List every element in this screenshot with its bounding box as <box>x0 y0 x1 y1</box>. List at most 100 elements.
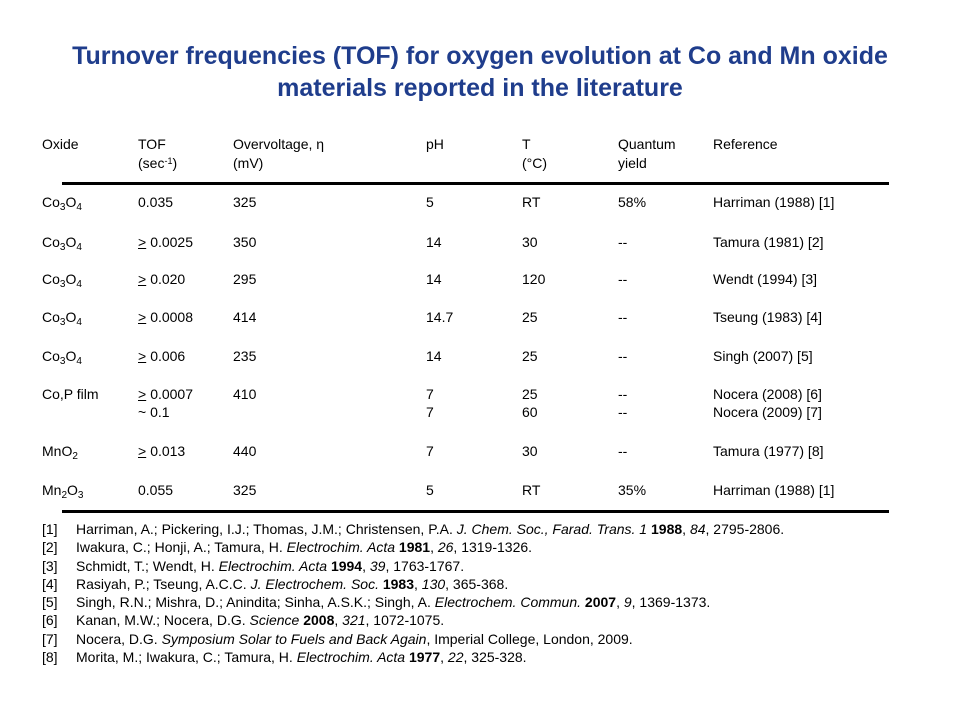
cell-tof: 0.035 <box>138 194 174 210</box>
cell-ref: Wendt (1994) [3] <box>713 271 818 287</box>
cell-ref: Singh (2007) [5] <box>713 348 813 364</box>
header-temperature-unit: (°C) <box>522 155 548 171</box>
ge-sign: > <box>138 386 147 402</box>
reference-item: [5] Singh, R.N.; Mishra, D.; Anindita; Si… <box>42 593 922 611</box>
table-bottom-rule <box>62 510 889 513</box>
header-tof-unit: (sec-1) <box>138 155 178 171</box>
reference-item: [4] Rasiyah, P.; Tseung, A.C.C. J. Electr… <box>42 575 922 593</box>
header-oxide: Oxide <box>42 136 79 152</box>
reference-text: Harriman, A.; Pickering, I.J.; Thomas, J… <box>76 521 785 537</box>
cell-qy: -- <box>618 348 628 364</box>
cell-ph: 5 <box>426 482 434 498</box>
cell-t: RT <box>522 194 541 210</box>
reference-number: [1] <box>42 521 58 537</box>
cell-tof: 0.055 <box>138 482 174 498</box>
cell-oxide: Co3O4 <box>42 234 82 253</box>
ge-sign: > <box>138 348 147 364</box>
cell-over: 414 <box>233 309 257 325</box>
cell-t: RT <box>522 482 541 498</box>
header-ph: pH <box>426 136 444 152</box>
cell-over: 295 <box>233 271 257 287</box>
table-top-rule <box>62 182 889 185</box>
reference-text: Iwakura, C.; Honji, A.; Tamura, H. Elect… <box>76 539 533 556</box>
reference-item: [8] Morita, M.; Iwakura, C.; Tamura, H. E… <box>42 648 922 666</box>
cell-t: 25 <box>522 348 538 364</box>
cell-t: 25 <box>522 309 538 325</box>
header-reference: Reference <box>713 136 778 152</box>
reference-number: [4] <box>42 575 58 592</box>
cell-ph: 14 <box>426 348 442 364</box>
cell-ref: Nocera (2008) [6] <box>713 386 822 402</box>
cell-oxide: Mn2O3 <box>42 482 84 501</box>
cell-qy: -- <box>618 234 628 250</box>
cell-oxide: Co,P film <box>42 386 99 402</box>
reference-item: [7] Nocera, D.G. Symposium Solar to Fuels… <box>42 630 922 648</box>
cell-ph: 5 <box>426 194 434 210</box>
reference-item: [3] Schmidt, T.; Wendt, H. Electrochim. A… <box>42 557 922 575</box>
cell-ref: Nocera (2009) [7] <box>713 404 822 420</box>
header-quantum-yield: Quantum <box>618 136 676 152</box>
header-overvoltage-unit: (mV) <box>233 155 264 171</box>
cell-over: 325 <box>233 482 257 498</box>
cell-oxide: Co3O4 <box>42 309 82 328</box>
reference-text: Schmidt, T.; Wendt, H. Electrochim. Acta… <box>76 557 465 574</box>
cell-ref: Harriman (1988) [1] <box>713 482 835 498</box>
cell-t: 60 <box>522 404 538 420</box>
title-line-1: Turnover frequencies (TOF) for oxygen ev… <box>72 42 888 70</box>
reference-item: [2] Iwakura, C.; Honji, A.; Tamura, H. El… <box>42 538 922 556</box>
cell-tof: >0.006 <box>138 348 186 364</box>
cell-ph: 7 <box>426 386 434 402</box>
cell-t: 30 <box>522 234 538 250</box>
ge-sign: > <box>138 309 147 325</box>
cell-ph: 14 <box>426 271 442 287</box>
reference-text: Morita, M.; Iwakura, C.; Tamura, H. Elec… <box>76 649 527 666</box>
header-quantum-yield-2: yield <box>618 155 647 171</box>
cell-over: 325 <box>233 194 257 210</box>
slide-title: Turnover frequencies (TOF) for oxygen ev… <box>0 40 960 104</box>
cell-oxide: Co3O4 <box>42 194 82 213</box>
cell-oxide: Co3O4 <box>42 348 82 367</box>
cell-qy: 35% <box>618 482 647 498</box>
cell-t: 30 <box>522 443 538 459</box>
reference-list: [1] Harriman, A.; Pickering, I.J.; Thomas… <box>42 520 922 666</box>
reference-number: [5] <box>42 594 58 611</box>
cell-t: 25 <box>522 386 538 402</box>
cell-qy: -- <box>618 404 628 420</box>
reference-number: [3] <box>42 557 58 574</box>
cell-over: 350 <box>233 234 257 250</box>
cell-tof: >0.013 <box>138 443 186 459</box>
ge-sign: > <box>138 234 147 250</box>
cell-tof: >0.0025 <box>138 234 194 250</box>
cell-tof: >0.020 <box>138 271 186 287</box>
cell-over: 410 <box>233 386 257 402</box>
reference-item: [6] Kanan, M.W.; Nocera, D.G. Science 200… <box>42 611 922 629</box>
cell-qy: -- <box>618 386 628 402</box>
cell-ph: 7 <box>426 443 434 459</box>
cell-ref: Tamura (1981) [2] <box>713 234 824 250</box>
reference-number: [2] <box>42 539 58 556</box>
cell-ph: 7 <box>426 404 434 420</box>
ge-sign: > <box>138 443 147 459</box>
header-temperature: T <box>522 136 531 152</box>
cell-ref: Harriman (1988) [1] <box>713 194 835 210</box>
reference-item: [1] Harriman, A.; Pickering, I.J.; Thomas… <box>42 520 922 538</box>
cell-ph: 14.7 <box>426 309 454 325</box>
reference-text: Rasiyah, P.; Tseung, A.C.C. J. Electroch… <box>76 575 509 592</box>
reference-text: Kanan, M.W.; Nocera, D.G. Science 2008, … <box>76 612 445 629</box>
header-overvoltage: Overvoltage, η <box>233 136 325 152</box>
cell-qy: 58% <box>618 194 647 210</box>
cell-tof: >0.0007 <box>138 386 194 402</box>
cell-qy: -- <box>618 443 628 459</box>
reference-text: Nocera, D.G. Symposium Solar to Fuels an… <box>76 630 633 647</box>
cell-tof: >0.0008 <box>138 309 194 325</box>
cell-ph: 14 <box>426 234 442 250</box>
cell-oxide: MnO2 <box>42 443 78 462</box>
cell-tof: ~ 0.1 <box>138 404 170 420</box>
cell-ref: Tseung (1983) [4] <box>713 309 822 325</box>
reference-number: [7] <box>42 630 58 647</box>
cell-over: 235 <box>233 348 257 364</box>
ge-sign: > <box>138 271 147 287</box>
cell-qy: -- <box>618 271 628 287</box>
cell-ref: Tamura (1977) [8] <box>713 443 824 459</box>
cell-over: 440 <box>233 443 257 459</box>
